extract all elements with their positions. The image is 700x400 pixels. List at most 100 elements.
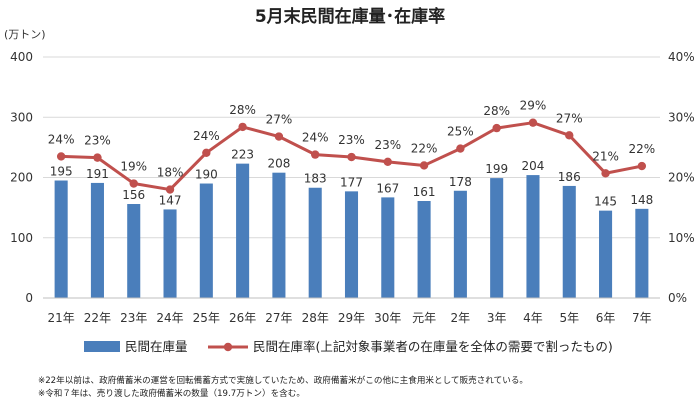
- chart-title: 5月末民間在庫量･在庫率: [255, 6, 445, 27]
- line-point: [383, 157, 392, 167]
- line-value-label: 24%: [302, 131, 329, 145]
- line-value-label: 22%: [629, 142, 656, 156]
- axes: 0 100 200 300 400 0% 10% 20% 30% 40% 21年 22年 23年 24年 2…: [10, 50, 695, 325]
- x-tick-label: 7年: [632, 311, 652, 325]
- line-value-label: 19%: [120, 160, 147, 174]
- bar: [453, 190, 467, 298]
- bar-value-label: 208: [267, 157, 290, 171]
- bar: [90, 182, 104, 298]
- bar-value-label: 148: [630, 193, 653, 207]
- x-tick-label: 5年: [559, 311, 579, 325]
- bar-value-label: 190: [195, 168, 218, 182]
- line-value-label: 28%: [229, 103, 256, 117]
- bar: [199, 183, 213, 298]
- line-point: [492, 123, 501, 133]
- line-point: [238, 122, 247, 132]
- line-point: [456, 144, 465, 153]
- x-tick-label: 23年: [120, 311, 147, 325]
- bar-value-label: 167: [376, 181, 399, 195]
- line-point: [274, 132, 284, 141]
- y-right-tick-label: 0%: [668, 291, 687, 305]
- x-tick-label: 29年: [338, 311, 365, 325]
- bar-value-label: 156: [122, 188, 145, 202]
- footnote-1: ※22年以前は、政府備蓄米の運営を回転備蓄方式で実施していたため、政府備蓄米がこ…: [38, 374, 528, 386]
- bar: [163, 209, 177, 298]
- legend-marker-line: [223, 342, 233, 352]
- bar: [526, 175, 540, 298]
- x-tick-label: 28年: [302, 311, 329, 325]
- x-tick-label: 24年: [156, 311, 183, 325]
- bar-value-label: 161: [413, 185, 436, 199]
- legend: 民間在庫量 民間在庫率(上記対象事業者の在庫量を全体の需要で割ったもの): [84, 339, 613, 354]
- line-point: [565, 131, 574, 140]
- line-point: [601, 169, 610, 178]
- y-left-tick-label: 400: [10, 50, 33, 64]
- line-value-label: 28%: [483, 104, 510, 118]
- line-point: [202, 148, 211, 157]
- x-tick-label: 26年: [229, 311, 256, 325]
- bar: [381, 197, 395, 298]
- line-value-label: 24%: [48, 132, 75, 146]
- y-right-tick-label: 20%: [668, 171, 695, 185]
- x-tick-label: 30年: [374, 311, 401, 325]
- bar-value-label: 183: [304, 172, 327, 186]
- bar: [417, 200, 431, 298]
- line-point: [311, 150, 320, 159]
- y-left-tick-label: 200: [10, 171, 33, 185]
- legend-swatch-bar: [84, 341, 120, 352]
- bar: [344, 191, 359, 298]
- bar-value-label: 147: [159, 193, 182, 207]
- bar: [272, 172, 286, 298]
- line-value-label: 23%: [338, 133, 365, 147]
- bar: [599, 210, 613, 298]
- line-point: [419, 161, 429, 170]
- legend-label-bar: 民間在庫量: [125, 339, 188, 354]
- line-point: [528, 118, 538, 127]
- bar-series: [54, 163, 649, 298]
- bar-value-labels: 195 191 156 147 190 223 208 183 177 167 161 178 199 2…: [50, 148, 654, 209]
- x-tick-label: 2年: [451, 311, 471, 325]
- x-tick-label: 元年: [412, 311, 436, 325]
- bar: [54, 180, 68, 298]
- bar: [236, 163, 250, 298]
- y-axis-unit-label: (万トン): [4, 28, 46, 41]
- x-tick-label: 6年: [596, 311, 616, 325]
- line-value-label: 22%: [411, 141, 438, 155]
- line-point: [637, 161, 647, 171]
- bar: [490, 178, 504, 298]
- bar-value-label: 191: [86, 167, 109, 181]
- bar-value-label: 178: [449, 175, 472, 189]
- bar-value-label: 145: [594, 195, 617, 209]
- y-right-tick-label: 30%: [668, 110, 695, 124]
- bar-value-label: 186: [558, 170, 581, 184]
- line-series: [56, 118, 647, 194]
- line-point: [129, 179, 138, 188]
- bar: [308, 187, 322, 298]
- y-right-tick-label: 40%: [668, 50, 695, 64]
- line-point: [347, 152, 356, 162]
- line-value-label: 27%: [556, 111, 583, 125]
- bar-value-label: 195: [50, 165, 73, 179]
- line-value-label: 21%: [592, 149, 619, 163]
- x-tick-label: 22年: [84, 311, 111, 325]
- bar: [562, 185, 576, 298]
- legend-label-line: 民間在庫率(上記対象事業者の在庫量を全体の需要で割ったもの): [253, 339, 613, 354]
- line-value-label: 18%: [157, 166, 184, 180]
- bar: [635, 208, 649, 298]
- line-value-labels: 24% 23% 19% 18% 24% 28% 27% 24% 23% 23% 22% 25% 28% 2…: [48, 99, 655, 180]
- line-point: [165, 185, 175, 194]
- bar-value-label: 204: [522, 159, 545, 173]
- line-point: [56, 152, 66, 161]
- footnote-2: ※令和７年は、売り渡した政府備蓄米の数量（19.7万トン）を含む。: [38, 387, 305, 399]
- y-right-tick-label: 10%: [668, 231, 695, 245]
- line-value-label: 23%: [374, 138, 401, 152]
- line-value-label: 24%: [193, 129, 220, 143]
- x-tick-label: 25年: [193, 311, 220, 325]
- x-tick-label: 4年: [523, 311, 543, 325]
- line-value-label: 25%: [447, 125, 474, 139]
- bar: [127, 204, 141, 298]
- x-tick-label: 27年: [265, 311, 292, 325]
- line-value-label: 27%: [266, 113, 293, 127]
- bar-value-label: 177: [340, 175, 363, 189]
